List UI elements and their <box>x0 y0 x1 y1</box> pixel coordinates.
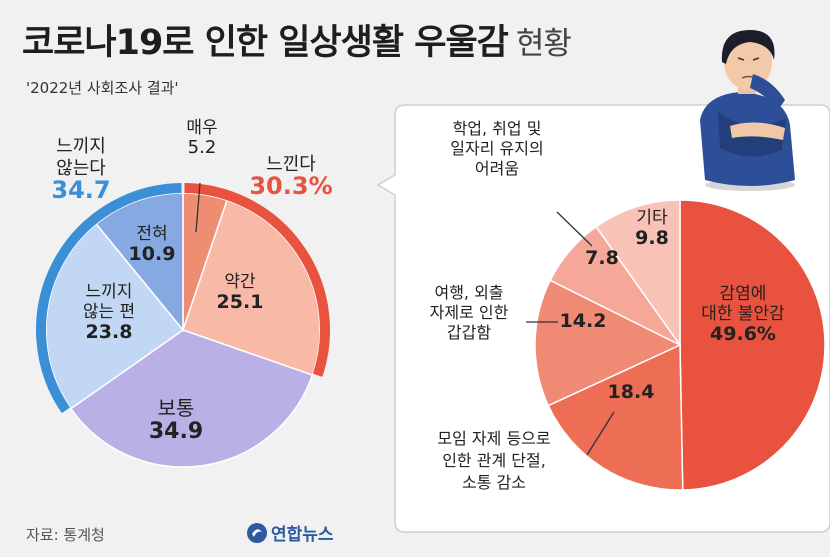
label-none: 전혀 10.9 <box>124 224 180 264</box>
page-title: 코로나19로 인한 일상생활 우울감 현황 <box>22 14 572 65</box>
left-outer-ring <box>36 183 330 414</box>
label-none-name: 전혀 <box>136 224 168 244</box>
leader-line-very <box>195 182 201 233</box>
label-infect: 감염에 대한 불안감 49.6% <box>684 284 802 344</box>
worried-person-illustration <box>700 30 795 191</box>
label-notfelt-group: 느끼지 않는다 34.7 <box>26 136 136 204</box>
ring-felt <box>184 183 330 377</box>
label-felt-name: 느낀다 <box>266 154 316 175</box>
label-meet-line-2: 인한 관계 단절, <box>442 451 546 470</box>
left-slice-5 <box>95 192 184 333</box>
label-normal-value: 34.9 <box>148 419 204 444</box>
label-study-line-2: 일자리 유지의 <box>450 139 544 158</box>
label-very-name: 매우 <box>186 118 218 138</box>
label-infect-line-2: 대한 불안감 <box>701 304 785 324</box>
label-meet-line-1: 모임 자제 등으로 <box>437 429 551 448</box>
title-light: 현황 <box>515 26 572 62</box>
right-pie <box>534 199 826 491</box>
label-study-value-wrap: 7.8 <box>582 248 622 268</box>
left-slice-2 <box>182 199 321 376</box>
label-etc-value: 9.8 <box>635 227 669 249</box>
leader-line-meet <box>586 411 615 456</box>
label-notfelt-name-1: 느끼지 <box>56 136 106 157</box>
right-slice-1 <box>679 199 826 491</box>
label-meet-line-3: 소통 감소 <box>462 473 526 492</box>
label-infect-line-1: 감염에 <box>719 284 767 304</box>
label-travel-value-wrap: 14.2 <box>558 311 608 331</box>
label-slight: 약간 25.1 <box>208 272 272 312</box>
label-etc: 기타 9.8 <box>624 208 680 248</box>
subtitle: '2022년 사회조사 결과' <box>26 79 179 97</box>
yonhap-logo: 연합뉴스 <box>246 520 334 545</box>
label-felt-group: 느낀다 30.3% <box>246 154 336 200</box>
label-travel-value: 14.2 <box>559 310 607 332</box>
leader-line-study <box>556 211 593 247</box>
label-study: 학업, 취업 및 일자리 유지의 어려움 <box>424 119 570 179</box>
label-none-value: 10.9 <box>128 243 176 265</box>
label-travel: 여행, 외출 자제로 인한 갑갑함 <box>414 283 524 343</box>
label-very-value: 5.2 <box>187 137 217 158</box>
left-slice-3 <box>69 329 314 468</box>
label-notmuch-value: 23.8 <box>85 321 133 343</box>
label-notmuch-name-2: 않는 편 <box>82 302 136 322</box>
label-notfelt-name-2: 않는다 <box>56 158 106 179</box>
left-slice-4 <box>45 222 185 410</box>
label-normal: 보통 34.9 <box>140 396 212 444</box>
right-slice-2 <box>547 343 684 491</box>
label-slight-name: 약간 <box>224 272 256 292</box>
right-slice-5 <box>595 199 681 348</box>
label-study-value: 7.8 <box>585 247 619 269</box>
label-notmuch: 느끼지 않는 편 23.8 <box>64 282 154 342</box>
yonhap-logo-icon <box>247 522 267 543</box>
label-study-line-3: 어려움 <box>474 159 520 178</box>
label-notfelt-value: 34.7 <box>51 176 111 204</box>
title-bold: 코로나19로 인한 일상생활 우울감 <box>22 23 509 63</box>
source-note: 자료: 통계청 <box>26 526 105 544</box>
label-meet-value: 18.4 <box>607 381 655 403</box>
label-etc-name: 기타 <box>636 208 668 228</box>
label-normal-name: 보통 <box>157 396 195 420</box>
label-felt-value: 30.3% <box>249 172 333 200</box>
right-slice-3 <box>534 279 682 407</box>
ring-not-felt <box>36 183 182 414</box>
logo-text: 연합뉴스 <box>271 525 334 545</box>
label-slight-value: 25.1 <box>216 291 264 313</box>
left-pie <box>45 192 321 468</box>
label-travel-line-1: 여행, 외출 <box>434 283 504 302</box>
label-travel-line-3: 갑갑함 <box>446 323 492 342</box>
label-infect-value: 49.6% <box>710 323 776 345</box>
label-meet: 모임 자제 등으로 인한 관계 단절, 소통 감소 <box>404 428 584 494</box>
label-very: 매우 5.2 <box>180 118 224 158</box>
label-travel-line-2: 자제로 인한 <box>429 303 509 322</box>
label-meet-value-wrap: 18.4 <box>606 382 656 402</box>
label-study-line-1: 학업, 취업 및 <box>452 119 542 138</box>
label-notmuch-name-1: 느끼지 <box>85 282 133 302</box>
